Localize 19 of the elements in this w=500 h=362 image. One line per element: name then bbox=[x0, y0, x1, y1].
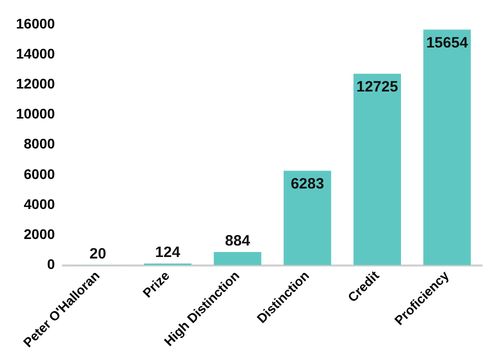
y-tick-label: 2000 bbox=[24, 226, 56, 242]
data-label: 884 bbox=[225, 232, 251, 250]
data-label: 20 bbox=[90, 246, 106, 263]
y-tick-label: 12000 bbox=[16, 75, 56, 92]
y-tick-label: 10000 bbox=[16, 106, 56, 122]
y-tick-label: 16000 bbox=[16, 15, 56, 32]
bar bbox=[353, 74, 401, 266]
y-tick-label: 8000 bbox=[24, 136, 56, 152]
bar bbox=[284, 170, 332, 266]
data-label: 12725 bbox=[356, 78, 398, 96]
y-tick-label: 0 bbox=[47, 256, 56, 272]
bar bbox=[214, 252, 262, 266]
bar bbox=[423, 30, 471, 266]
data-label: 15654 bbox=[426, 34, 469, 52]
data-label: 6283 bbox=[290, 175, 324, 192]
data-label: 124 bbox=[155, 244, 181, 262]
y-tick-label: 14000 bbox=[16, 45, 56, 62]
y-tick-label: 4000 bbox=[24, 196, 56, 212]
y-tick-label: 6000 bbox=[24, 166, 56, 182]
